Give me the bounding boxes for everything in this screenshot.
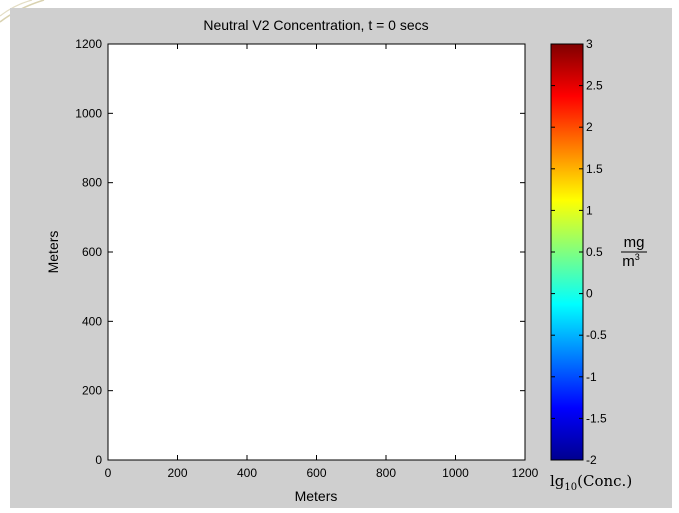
colorbar-tick-label: 1.5: [586, 162, 603, 176]
colorbar-unit: mg m3: [621, 234, 647, 270]
y-tick-label: 1200: [75, 37, 102, 51]
chart: Neutral V2 Concentration, t = 0 secs 0 20…: [45, 17, 647, 504]
colorbar-tick-label: -1.5: [586, 411, 607, 425]
x-tick-label: 200: [167, 466, 187, 480]
colorbar-tick-label: -0.5: [586, 328, 607, 342]
y-tick-label: 1000: [75, 106, 102, 120]
unit-denominator: m3: [622, 252, 640, 270]
colorbar-tick-label: 0.5: [586, 245, 603, 259]
colorbar-label-sub: 10: [564, 482, 577, 493]
colorbar-tick-label: 2: [586, 120, 593, 134]
unit-denominator-exp: 3: [635, 252, 640, 262]
colorbar-label-base: lg: [550, 472, 565, 490]
x-tick-label: 1000: [442, 466, 469, 480]
y-tick-label: 800: [82, 176, 102, 190]
y-tick-label: 400: [82, 314, 102, 328]
colorbar-label: lg10(Conc.): [550, 472, 632, 493]
x-tick-label: 1200: [512, 466, 539, 480]
colorbar: [550, 43, 584, 461]
plot-area: [107, 43, 526, 461]
colorbar-tick-label: 3: [586, 37, 593, 51]
x-tick-label: 600: [306, 466, 326, 480]
unit-denominator-base: m: [622, 253, 635, 270]
x-axis: 0 200 400 600 800 1000 1200: [105, 44, 539, 480]
x-tick-label: 800: [376, 466, 396, 480]
y-axis-label: Meters: [45, 231, 61, 274]
y-tick-label: 600: [82, 245, 102, 259]
x-tick-label: 400: [237, 466, 257, 480]
colorbar-label-arg: (Conc.): [577, 472, 632, 490]
y-tick-label: 0: [95, 453, 102, 467]
chart-title: Neutral V2 Concentration, t = 0 secs: [203, 17, 428, 33]
y-tick-label: 200: [82, 384, 102, 398]
figure-window: Neutral V2 Concentration, t = 0 secs 0 20…: [10, 8, 672, 508]
colorbar-tick-label: 2.5: [586, 79, 603, 93]
x-axis-label: Meters: [295, 488, 338, 504]
colorbar-tick-label: 0: [586, 287, 593, 301]
unit-numerator: mg: [624, 234, 645, 251]
x-tick-label: 0: [105, 466, 112, 480]
colorbar-tick-label: 1: [586, 203, 593, 217]
colorbar-tick-label: -1: [586, 370, 597, 384]
colorbar-axis: -2 -1.5 -1 -0.5 0 0.5 1 1.5 2 2.5 3: [551, 37, 607, 467]
colorbar-tick-label: -2: [586, 453, 597, 467]
y-axis: 0 200 400 600 800 1000 1200: [75, 37, 525, 467]
